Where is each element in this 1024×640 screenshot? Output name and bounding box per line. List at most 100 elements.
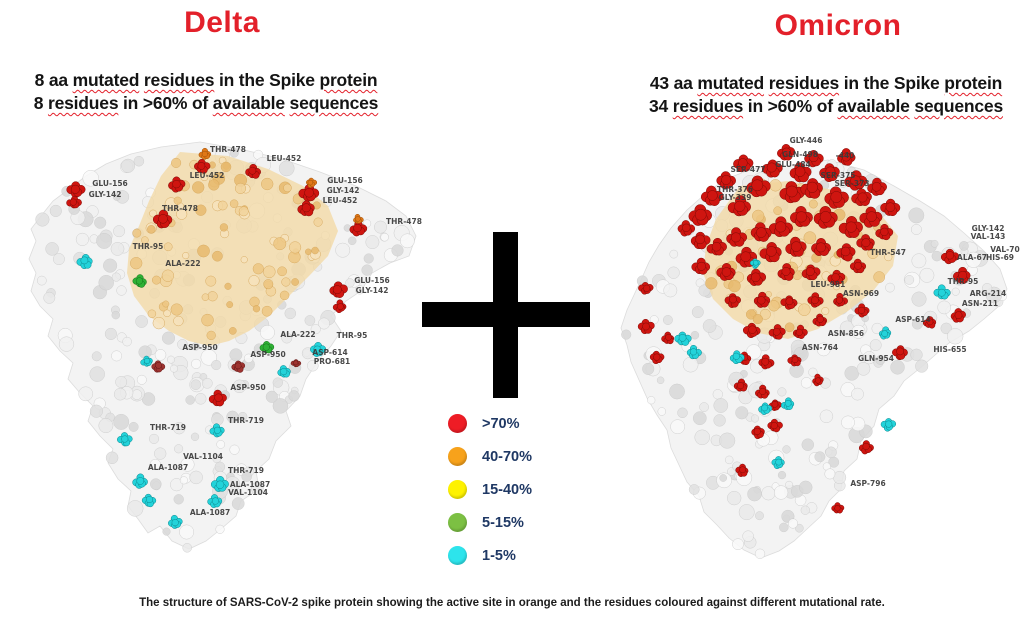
subtitle-text: 43 aa <box>649 73 698 93</box>
legend-color-dot <box>448 513 467 532</box>
legend-color-dot <box>448 447 467 466</box>
delta-structure <box>28 141 417 553</box>
residue-cluster-red <box>700 185 724 206</box>
residue-label: ASN-211 <box>962 299 998 308</box>
residue-cluster-red <box>950 308 966 323</box>
residue-cluster-cyan <box>209 423 225 438</box>
residue-cluster-red <box>768 324 786 340</box>
residue-cluster-red <box>716 263 736 281</box>
residue-label: LEU-981 <box>811 280 846 289</box>
residue-cluster-orange <box>353 213 364 224</box>
residue-cluster-red <box>768 399 782 411</box>
wavy-underlined-word: available <box>837 96 910 116</box>
residue-label: LEU-452 <box>190 171 225 180</box>
residue-label: ASN-856 <box>828 329 864 338</box>
residue-cluster-red <box>66 181 86 199</box>
residue-cluster-orange <box>306 177 318 188</box>
residue-cluster-cyan <box>207 494 223 508</box>
residue-cluster-red <box>746 175 771 198</box>
residue-cluster-red <box>706 237 727 256</box>
residue-label: ASP-796 <box>850 479 885 488</box>
legend-item: 40-70% <box>448 440 532 473</box>
residue-cluster-red <box>833 292 848 307</box>
residue-cluster-red <box>787 354 802 367</box>
residue-label: ALA-1087 <box>190 508 230 517</box>
residue-label: THR-376 <box>717 185 753 194</box>
residue-label: THR-719 <box>150 423 186 432</box>
delta-subtitle-line2: 8 residues in >60% of available sequence… <box>0 92 426 115</box>
residue-cluster-cyan <box>674 331 692 346</box>
residue-cluster-cyan <box>310 342 327 357</box>
residue-cluster-red <box>827 269 846 286</box>
residue-cluster-cyan <box>880 418 897 432</box>
delta-structure-active-site <box>127 152 338 346</box>
residue-cluster-red <box>329 281 348 298</box>
residue-cluster-cyan <box>729 350 745 365</box>
residue-label: GLY-142 <box>972 224 1005 233</box>
residue-label: THR-719 <box>228 466 264 475</box>
omicron-title: Omicron <box>774 9 902 42</box>
residue-label: ASP-614 <box>895 315 930 324</box>
wavy-underlined-word: residues <box>47 93 119 113</box>
residue-cluster-red <box>777 144 796 161</box>
residue-label: ARG-214 <box>970 289 1007 298</box>
wavy-underlined-word: sequences <box>914 96 1003 116</box>
residue-cluster-red <box>733 154 754 173</box>
residue-cluster-red <box>168 176 186 193</box>
residue-cluster-red <box>742 322 761 339</box>
omicron-residue-labels: GLY-446 GLN-498 -440 GLU-484 SER-477 SER-375S… <box>717 136 1020 488</box>
residue-cluster-darkred <box>231 360 246 373</box>
residue-cluster-red <box>804 150 824 168</box>
residue-cluster-cyan <box>277 365 291 378</box>
residue-label: GLY-142 <box>327 186 360 195</box>
legend-label: >70% <box>482 415 520 432</box>
residue-cluster-green <box>132 274 147 288</box>
residue-cluster-red <box>836 243 856 262</box>
residue-cluster-red <box>724 293 741 308</box>
residue-label: LEU-452 <box>267 154 302 163</box>
residue-cluster-red <box>851 188 872 207</box>
residue-label: PRO-681 <box>314 357 351 366</box>
residue-label: ASP-950 <box>230 383 265 392</box>
plus-sign-horizontal-bar <box>422 302 590 327</box>
residue-cluster-red <box>780 295 798 310</box>
residue-cluster-red <box>849 258 867 274</box>
residue-label: SER-373 <box>834 179 869 188</box>
legend-item: 1-5% <box>448 539 532 572</box>
legend-label: 1-5% <box>482 547 516 564</box>
residue-cluster-red <box>800 178 823 199</box>
residue-cluster-red <box>831 502 845 514</box>
residue-cluster-red <box>807 292 824 308</box>
residue-cluster-red <box>875 223 894 241</box>
residue-cluster-red <box>922 316 937 329</box>
residue-label: THR-95 <box>337 331 368 340</box>
residue-cluster-cyan <box>771 456 785 470</box>
residue-label: ASP-950 <box>250 350 285 359</box>
residue-label: GLN-954 <box>858 354 894 363</box>
residue-cluster-cyan <box>758 402 773 415</box>
residue-label: LEU-452 <box>323 196 358 205</box>
residue-cluster-red <box>661 331 675 345</box>
residue-label: ALA-1087 <box>230 480 270 489</box>
residue-cluster-red <box>746 268 767 286</box>
residue-label: THR-95 <box>133 242 164 251</box>
delta-title: Delta <box>184 6 260 39</box>
legend-label: 15-40% <box>482 481 532 498</box>
residue-cluster-red <box>691 257 711 275</box>
residue-cluster-red <box>761 159 783 178</box>
residue-cluster-red <box>152 209 173 229</box>
residue-cluster-red <box>812 313 828 327</box>
residue-cluster-red <box>208 389 227 407</box>
residue-cluster-cyan <box>749 258 761 269</box>
residue-cluster-red <box>753 291 771 308</box>
residue-label: -440 <box>836 151 855 160</box>
residue-cluster-red <box>940 248 960 265</box>
delta-subtitle-line1: 8 aa mutated residues in the Spike prote… <box>0 69 426 92</box>
legend-color-dot <box>448 546 467 565</box>
delta-residues <box>66 147 368 529</box>
residue-label: ALA-1087 <box>148 463 188 472</box>
residue-label: SER-375 <box>820 171 855 180</box>
residue-cluster-red <box>735 463 749 477</box>
residue-cluster-red <box>867 177 887 196</box>
